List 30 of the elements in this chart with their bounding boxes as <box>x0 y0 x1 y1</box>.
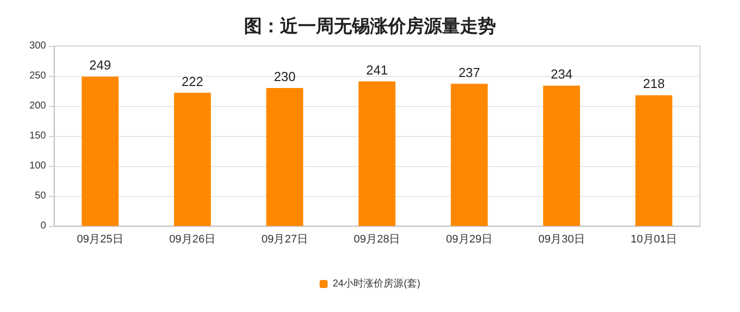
data-label: 234 <box>550 66 572 82</box>
x-tick-label: 09月30日 <box>538 234 585 246</box>
bar <box>450 84 488 226</box>
y-tick-label: 50 <box>34 190 46 202</box>
x-tick-label: 09月26日 <box>169 234 216 246</box>
data-label: 237 <box>458 64 480 80</box>
y-tick-label: 300 <box>29 40 46 52</box>
bar <box>543 86 580 226</box>
bar <box>635 95 672 226</box>
bar <box>358 81 396 226</box>
data-label: 230 <box>274 69 296 84</box>
x-tick-label: 09月28日 <box>354 234 400 246</box>
y-tick-label: 100 <box>29 160 46 172</box>
y-tick-label: 0 <box>40 220 46 232</box>
chart-title: 图：近一周无锡涨价房源量走势 <box>244 16 496 36</box>
y-tick-label: 250 <box>29 70 46 82</box>
bar <box>266 88 304 226</box>
x-tick-label: 09月27日 <box>261 234 308 246</box>
x-tick-label: 09月25日 <box>76 234 124 246</box>
data-label: 249 <box>89 58 111 73</box>
x-tick-label: 09月29日 <box>446 234 493 246</box>
data-label: 222 <box>182 74 204 89</box>
y-tick-label: 200 <box>29 100 46 112</box>
data-label: 218 <box>643 76 665 92</box>
bar <box>174 92 211 226</box>
legend-label: 24小时涨价房源(套) <box>332 278 420 290</box>
x-tick-label: 10月01日 <box>630 234 678 246</box>
y-tick-label: 150 <box>29 130 46 142</box>
data-label: 241 <box>366 62 388 78</box>
bar <box>82 76 119 226</box>
